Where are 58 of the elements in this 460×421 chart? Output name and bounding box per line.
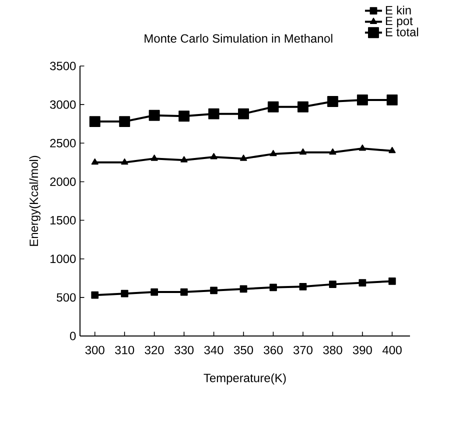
- x-tick-label: 390: [352, 346, 372, 354]
- point: [297, 101, 308, 112]
- point: [240, 285, 248, 293]
- point: [180, 156, 188, 162]
- x-tick-label: 310: [115, 346, 134, 354]
- y-tick-label: 1000: [50, 254, 76, 264]
- x-tick-label: 400: [382, 346, 402, 354]
- point: [238, 108, 249, 120]
- point: [120, 290, 128, 298]
- x-tick-label: 320: [144, 346, 164, 354]
- chart-title: Monte Carlo Simulation in Methanol: [144, 34, 332, 43]
- point: [327, 96, 338, 107]
- point: [240, 154, 248, 161]
- point: [270, 284, 277, 292]
- point: [329, 148, 336, 155]
- point: [210, 153, 218, 160]
- point: [148, 110, 160, 121]
- y-tick-label: 3500: [50, 62, 76, 70]
- y-tick-label: 2000: [50, 177, 76, 186]
- point: [388, 146, 396, 154]
- legend-label: E kin: [386, 6, 411, 14]
- x-tick-label: 350: [234, 346, 254, 354]
- point: [268, 101, 279, 112]
- point: [388, 278, 396, 285]
- point: [91, 158, 98, 165]
- x-tick-label: 380: [323, 346, 342, 354]
- x-tick-label: 340: [204, 346, 224, 354]
- y-tick-label: 2500: [50, 138, 76, 148]
- y-tick-label: 0: [70, 332, 76, 340]
- x-tick-label: 300: [85, 346, 104, 354]
- y-tick-label: 1500: [50, 216, 76, 225]
- point: [178, 110, 190, 122]
- point: [356, 94, 368, 106]
- point: [358, 279, 366, 286]
- point: [121, 158, 128, 165]
- legend-label: E pot: [386, 16, 413, 28]
- point: [180, 288, 188, 296]
- point: [329, 280, 336, 288]
- point: [299, 148, 306, 155]
- point: [89, 116, 100, 128]
- x-tick-label: 370: [293, 346, 312, 354]
- point: [299, 282, 307, 290]
- x-tick-label: 330: [174, 346, 194, 354]
- point: [150, 288, 158, 296]
- point: [91, 291, 99, 299]
- point: [386, 94, 398, 106]
- point: [208, 108, 220, 120]
- legend-label: E total: [386, 28, 418, 36]
- point: [150, 154, 158, 161]
- point: [270, 150, 277, 156]
- y-tick-label: 500: [56, 293, 76, 302]
- x-tick-label: 360: [264, 346, 283, 354]
- point: [358, 144, 366, 151]
- x-axis-title: Temperature(K): [204, 373, 286, 385]
- y-axis-title: Energy(Kcal/mol): [29, 156, 40, 246]
- point: [119, 116, 130, 128]
- point: [210, 286, 218, 294]
- y-tick-label: 3000: [50, 100, 76, 109]
